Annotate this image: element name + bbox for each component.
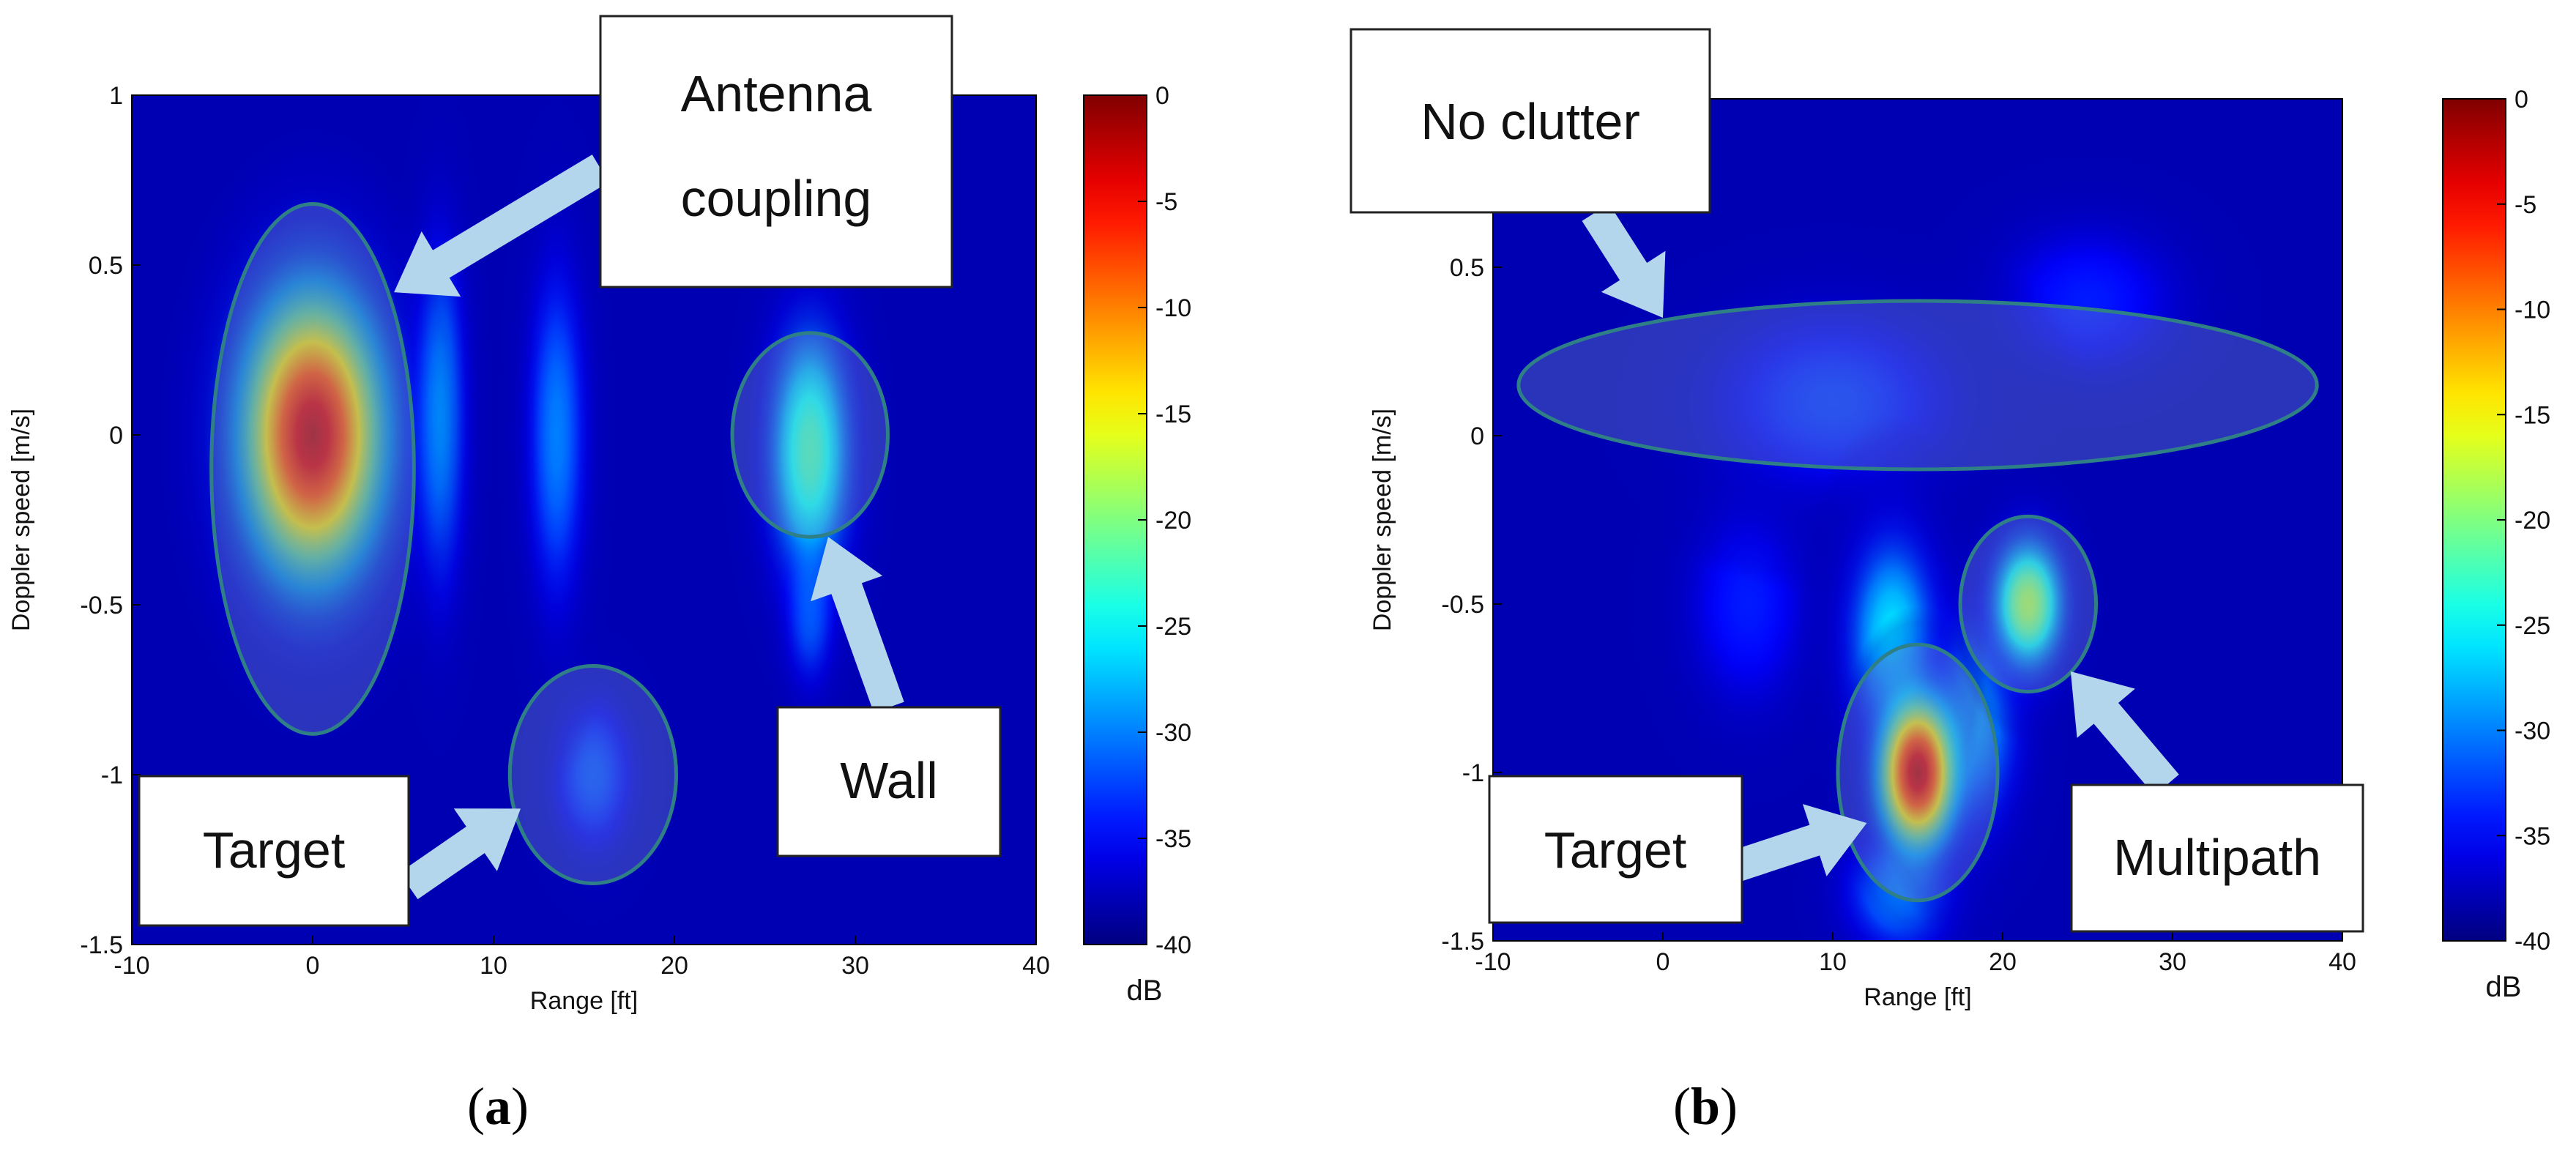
callout-arrow — [394, 154, 609, 297]
callout-label: Target — [203, 822, 346, 879]
heatmap-intensity-blob — [1834, 606, 2002, 939]
y-tick-label: -1 — [101, 761, 123, 789]
x-tick-label: 10 — [1819, 948, 1847, 976]
colorbar — [1083, 94, 1147, 945]
colorbar-tick-label: -25 — [1155, 613, 1191, 641]
y-tick-label: 0.5 — [1450, 254, 1484, 282]
callout-box — [599, 15, 953, 288]
highlight-ellipse — [507, 664, 678, 885]
y-tick-label: 0.5 — [89, 252, 123, 280]
y-axis-label: Doppler speed [m/s] — [7, 409, 35, 631]
callout-label: Target — [1544, 822, 1687, 879]
colorbar-tick-label: -35 — [2514, 822, 2550, 850]
x-tick-label: 20 — [660, 952, 688, 980]
heatmap-intensity-blob — [495, 95, 619, 790]
colorbar-tick-label: -35 — [1155, 825, 1191, 853]
colorbar-tick-label: -30 — [2514, 718, 2550, 745]
callout-label: Antenna — [681, 65, 872, 122]
callout-arrow — [399, 808, 521, 900]
callout-arrow — [1582, 204, 1666, 318]
y-axis-label: Doppler speed [m/s] — [1369, 409, 1396, 631]
callout-label: No clutter — [1421, 93, 1640, 150]
plot-frame — [131, 94, 1037, 945]
y-tick-label: 1 — [109, 82, 123, 110]
colorbar-tick-label: -10 — [2514, 297, 2550, 324]
x-tick-label: -10 — [113, 952, 149, 980]
colorbar-tick-label: -30 — [1155, 719, 1191, 747]
x-tick-label: 40 — [2329, 948, 2356, 976]
panel-label-b: (b) — [1672, 1077, 1738, 1136]
colorbar-tick-label: -15 — [2514, 401, 2550, 429]
colorbar-tick-label: 0 — [2514, 86, 2528, 113]
highlight-ellipse — [1516, 299, 2319, 472]
callout-label: coupling — [681, 170, 872, 227]
colorbar-tick-label: -40 — [2514, 928, 2550, 956]
y-tick-label: -1.5 — [80, 931, 123, 959]
y-tick-label: -1 — [1462, 759, 1484, 787]
highlight-ellipse — [730, 331, 890, 539]
colorbar-tick-label: -40 — [1155, 931, 1191, 959]
callout-arrow — [2070, 671, 2179, 796]
callout-box — [138, 775, 410, 927]
colorbar-tick-label: -5 — [1155, 188, 1177, 216]
highlight-ellipse — [1836, 642, 2000, 903]
heatmap-intensity-blob — [157, 124, 468, 745]
colorbar — [2442, 98, 2506, 942]
y-tick-label: -0.5 — [1441, 591, 1484, 619]
x-tick-label: 0 — [1656, 948, 1670, 976]
colorbar-tick-label: -25 — [2514, 612, 2550, 640]
x-tick-label: 10 — [480, 952, 507, 980]
colorbar-tick-label: -20 — [2514, 507, 2550, 535]
colorbar-tick-label: -10 — [1155, 294, 1191, 322]
colorbar-tick-label: -20 — [1155, 507, 1191, 535]
colorbar-unit-label: dB — [2486, 971, 2522, 1003]
callout-label: Wall — [840, 752, 938, 809]
x-tick-label: -10 — [1475, 948, 1511, 976]
colorbar-tick-label: -5 — [2514, 191, 2536, 219]
x-tick-label: 30 — [841, 952, 869, 980]
heatmap-chart-a: -10 0 10 20 30 40 1 0.5 0 -0.5 -1 -1.5 Range [ft] Dop… — [7, 15, 1191, 1015]
callout-box — [776, 706, 1002, 857]
callout-arrow — [811, 537, 904, 713]
highlight-ellipse — [209, 201, 416, 736]
x-axis-label: Range [ft] — [1864, 983, 1971, 1011]
callout-box — [1488, 775, 1743, 924]
x-tick-label: 30 — [2159, 948, 2186, 976]
plot-frame — [1492, 98, 2343, 942]
panel-label-a: (a) — [467, 1077, 529, 1136]
y-tick-label: -0.5 — [80, 592, 123, 619]
callout-label: Multipath — [2113, 829, 2321, 886]
callout-box — [2070, 783, 2364, 933]
y-tick-label: 0 — [1470, 422, 1484, 450]
x-tick-label: 40 — [1022, 952, 1050, 980]
x-axis-label: Range [ft] — [530, 987, 638, 1015]
y-tick-label: -1.5 — [1441, 928, 1484, 956]
x-tick-label: 20 — [1989, 948, 2017, 976]
y-tick-label: 0 — [109, 422, 123, 450]
x-tick-label: 0 — [306, 952, 320, 980]
callout-box — [1350, 28, 1711, 214]
colorbar-tick-label: 0 — [1155, 82, 1169, 110]
colorbar-unit-label: dB — [1127, 975, 1163, 1007]
colorbar-tick-label: -15 — [1155, 401, 1191, 428]
panel-a: -10 0 10 20 30 40 1 0.5 0 -0.5 -1 -1.5 Range [ft] Dop… — [7, 15, 1191, 1136]
highlight-ellipse — [1958, 514, 2099, 694]
